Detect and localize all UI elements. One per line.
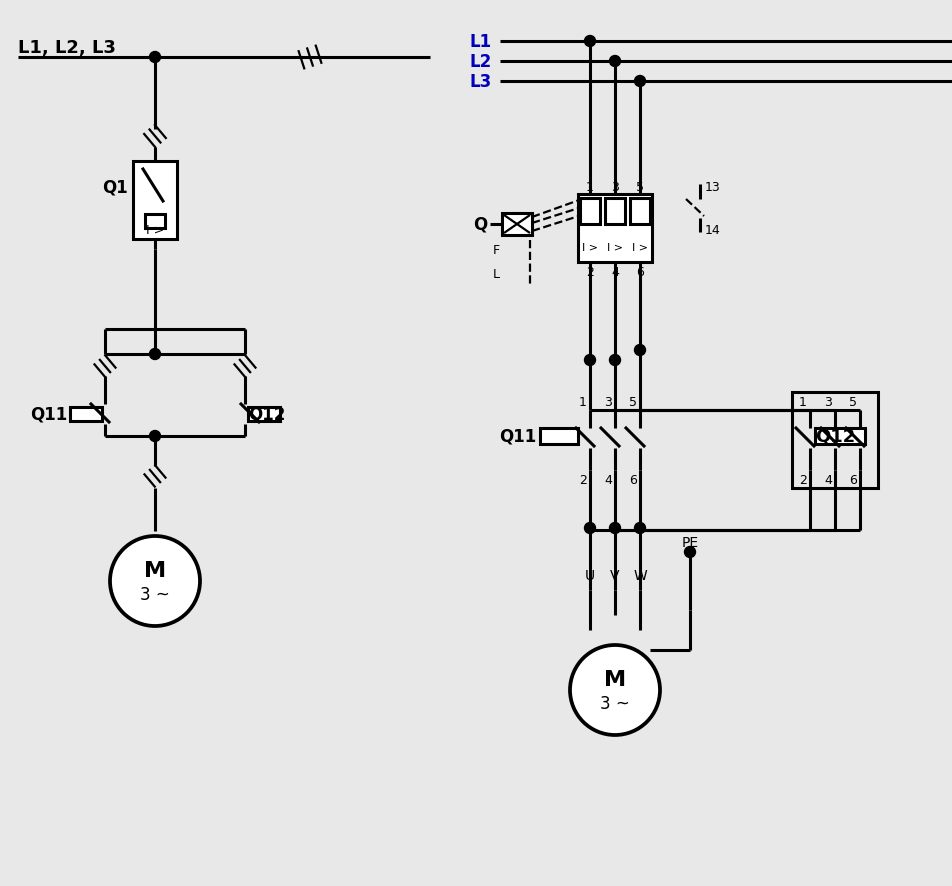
Circle shape bbox=[684, 547, 695, 558]
Bar bbox=[580, 198, 600, 225]
Text: I >: I > bbox=[606, 243, 623, 253]
Text: F: F bbox=[492, 245, 500, 257]
Text: W: W bbox=[632, 568, 646, 582]
Text: M: M bbox=[604, 669, 625, 689]
Text: 3: 3 bbox=[610, 180, 618, 193]
Text: L3: L3 bbox=[469, 73, 492, 91]
Circle shape bbox=[584, 36, 595, 48]
Text: M: M bbox=[144, 560, 166, 580]
Text: 2: 2 bbox=[799, 474, 806, 487]
Text: I >: I > bbox=[582, 243, 597, 253]
Text: 3 ~: 3 ~ bbox=[600, 695, 629, 712]
Text: 6: 6 bbox=[848, 474, 856, 487]
Bar bbox=[133, 162, 177, 240]
Circle shape bbox=[584, 355, 595, 366]
Text: 6: 6 bbox=[635, 266, 644, 279]
Text: V: V bbox=[609, 568, 619, 582]
Bar bbox=[578, 195, 651, 263]
Text: 3 ~: 3 ~ bbox=[140, 586, 169, 603]
Text: 13: 13 bbox=[704, 180, 720, 193]
Circle shape bbox=[609, 523, 620, 534]
Text: Q11: Q11 bbox=[30, 406, 67, 424]
Bar bbox=[69, 408, 102, 422]
Text: Q12: Q12 bbox=[814, 428, 854, 446]
Text: 4: 4 bbox=[604, 474, 611, 487]
Bar bbox=[791, 392, 877, 488]
Text: 4: 4 bbox=[610, 266, 618, 279]
Bar bbox=[605, 198, 625, 225]
Circle shape bbox=[109, 536, 200, 626]
Text: L1: L1 bbox=[469, 33, 491, 51]
Bar bbox=[814, 429, 864, 445]
Text: 14: 14 bbox=[704, 223, 720, 237]
Text: Q12: Q12 bbox=[248, 406, 285, 424]
Text: I >: I > bbox=[146, 224, 164, 237]
Circle shape bbox=[634, 76, 645, 88]
Circle shape bbox=[609, 57, 620, 67]
Text: U: U bbox=[585, 568, 594, 582]
Circle shape bbox=[149, 349, 160, 360]
Text: Q11: Q11 bbox=[498, 428, 535, 446]
Text: L2: L2 bbox=[469, 53, 492, 71]
Text: 2: 2 bbox=[579, 474, 586, 487]
Text: 5: 5 bbox=[635, 180, 644, 193]
Bar bbox=[145, 214, 165, 229]
Circle shape bbox=[149, 52, 160, 64]
Text: I >: I > bbox=[631, 243, 647, 253]
Text: L1, L2, L3: L1, L2, L3 bbox=[18, 39, 116, 57]
Text: 2: 2 bbox=[585, 266, 593, 279]
Text: 3: 3 bbox=[604, 396, 611, 409]
Text: Q1: Q1 bbox=[102, 178, 128, 196]
Text: 5: 5 bbox=[848, 396, 856, 409]
Text: 1: 1 bbox=[799, 396, 806, 409]
Bar bbox=[629, 198, 649, 225]
Circle shape bbox=[634, 523, 645, 534]
Text: PE: PE bbox=[681, 535, 698, 549]
Circle shape bbox=[584, 523, 595, 534]
Circle shape bbox=[569, 645, 660, 735]
Text: 3: 3 bbox=[823, 396, 831, 409]
Text: 1: 1 bbox=[579, 396, 586, 409]
Text: 6: 6 bbox=[628, 474, 636, 487]
Text: Q: Q bbox=[472, 216, 486, 234]
Bar bbox=[540, 429, 578, 445]
Text: 1: 1 bbox=[585, 180, 593, 193]
Text: L: L bbox=[492, 268, 500, 280]
Text: 5: 5 bbox=[628, 396, 636, 409]
Circle shape bbox=[609, 355, 620, 366]
Bar bbox=[502, 214, 531, 236]
Bar bbox=[248, 408, 280, 422]
Circle shape bbox=[634, 346, 645, 356]
Circle shape bbox=[149, 431, 160, 442]
Text: 4: 4 bbox=[823, 474, 831, 487]
